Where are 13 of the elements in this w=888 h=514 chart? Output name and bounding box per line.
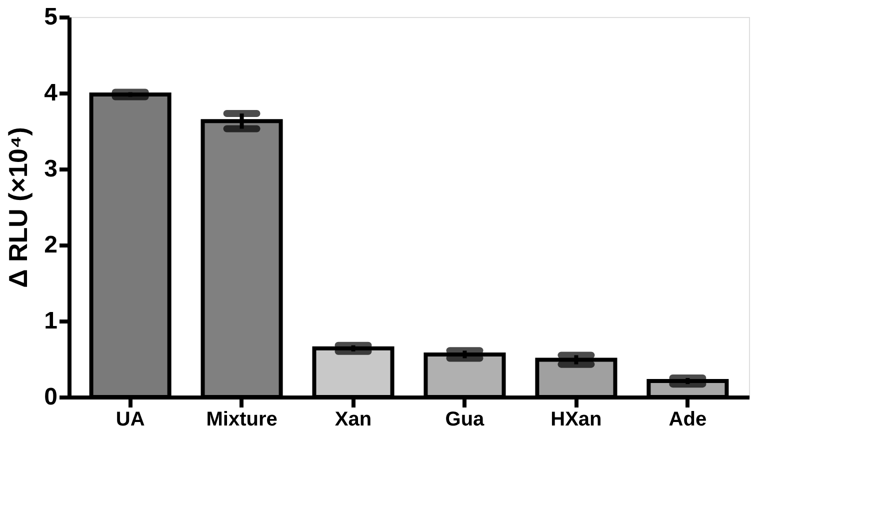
- x-tick-label: Gua: [445, 408, 486, 430]
- x-tick-label: HXan: [550, 408, 602, 430]
- x-tick-label: Xan: [334, 408, 372, 430]
- y-tick-label: 3: [44, 156, 58, 182]
- x-tick-label: Mixture: [206, 408, 278, 430]
- y-tick-label: 2: [44, 232, 58, 258]
- x-tick-label: Ade: [668, 408, 707, 430]
- y-tick-label: 1: [44, 308, 58, 334]
- y-tick-label: 0: [44, 384, 58, 410]
- y-tick-label: 5: [44, 4, 58, 30]
- y-axis-title: Δ RLU (×10⁴): [3, 127, 34, 288]
- y-tick-label: 4: [44, 80, 58, 106]
- x-tick-label: UA: [116, 408, 145, 430]
